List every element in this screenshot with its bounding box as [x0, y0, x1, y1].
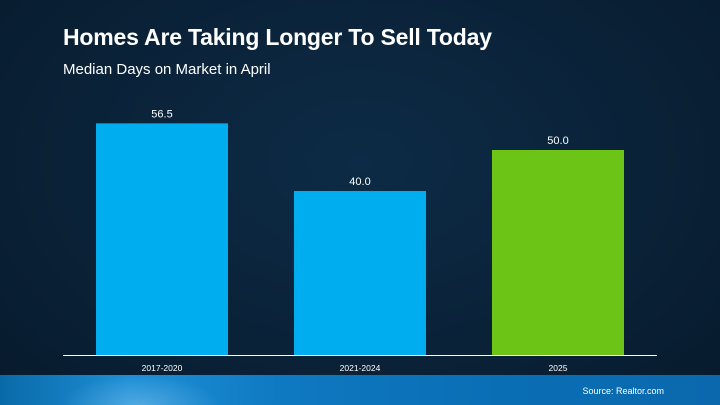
bar-chart: 56.5 2017-2020 40.0 2021-2024 50.0 2025	[96, 108, 624, 373]
bar-2025	[492, 150, 624, 355]
category-label-2025: 2025	[549, 363, 568, 373]
chart-title: Homes Are Taking Longer To Sell Today	[63, 24, 492, 50]
chart-subtitle: Median Days on Market in April	[63, 61, 271, 78]
source-label: Source: Realtor.com	[582, 386, 664, 396]
footer-glow	[60, 375, 220, 405]
footer-bar: Source: Realtor.com	[0, 375, 720, 405]
value-label-2017-2020: 56.5	[151, 108, 172, 120]
bar-2017-2020	[96, 123, 228, 355]
value-label-2025: 50.0	[547, 135, 568, 147]
category-label-2021-2024: 2021-2024	[340, 363, 381, 373]
category-label-2017-2020: 2017-2020	[142, 363, 183, 373]
value-label-2021-2024: 40.0	[349, 176, 370, 188]
bar-2021-2024	[294, 191, 426, 355]
